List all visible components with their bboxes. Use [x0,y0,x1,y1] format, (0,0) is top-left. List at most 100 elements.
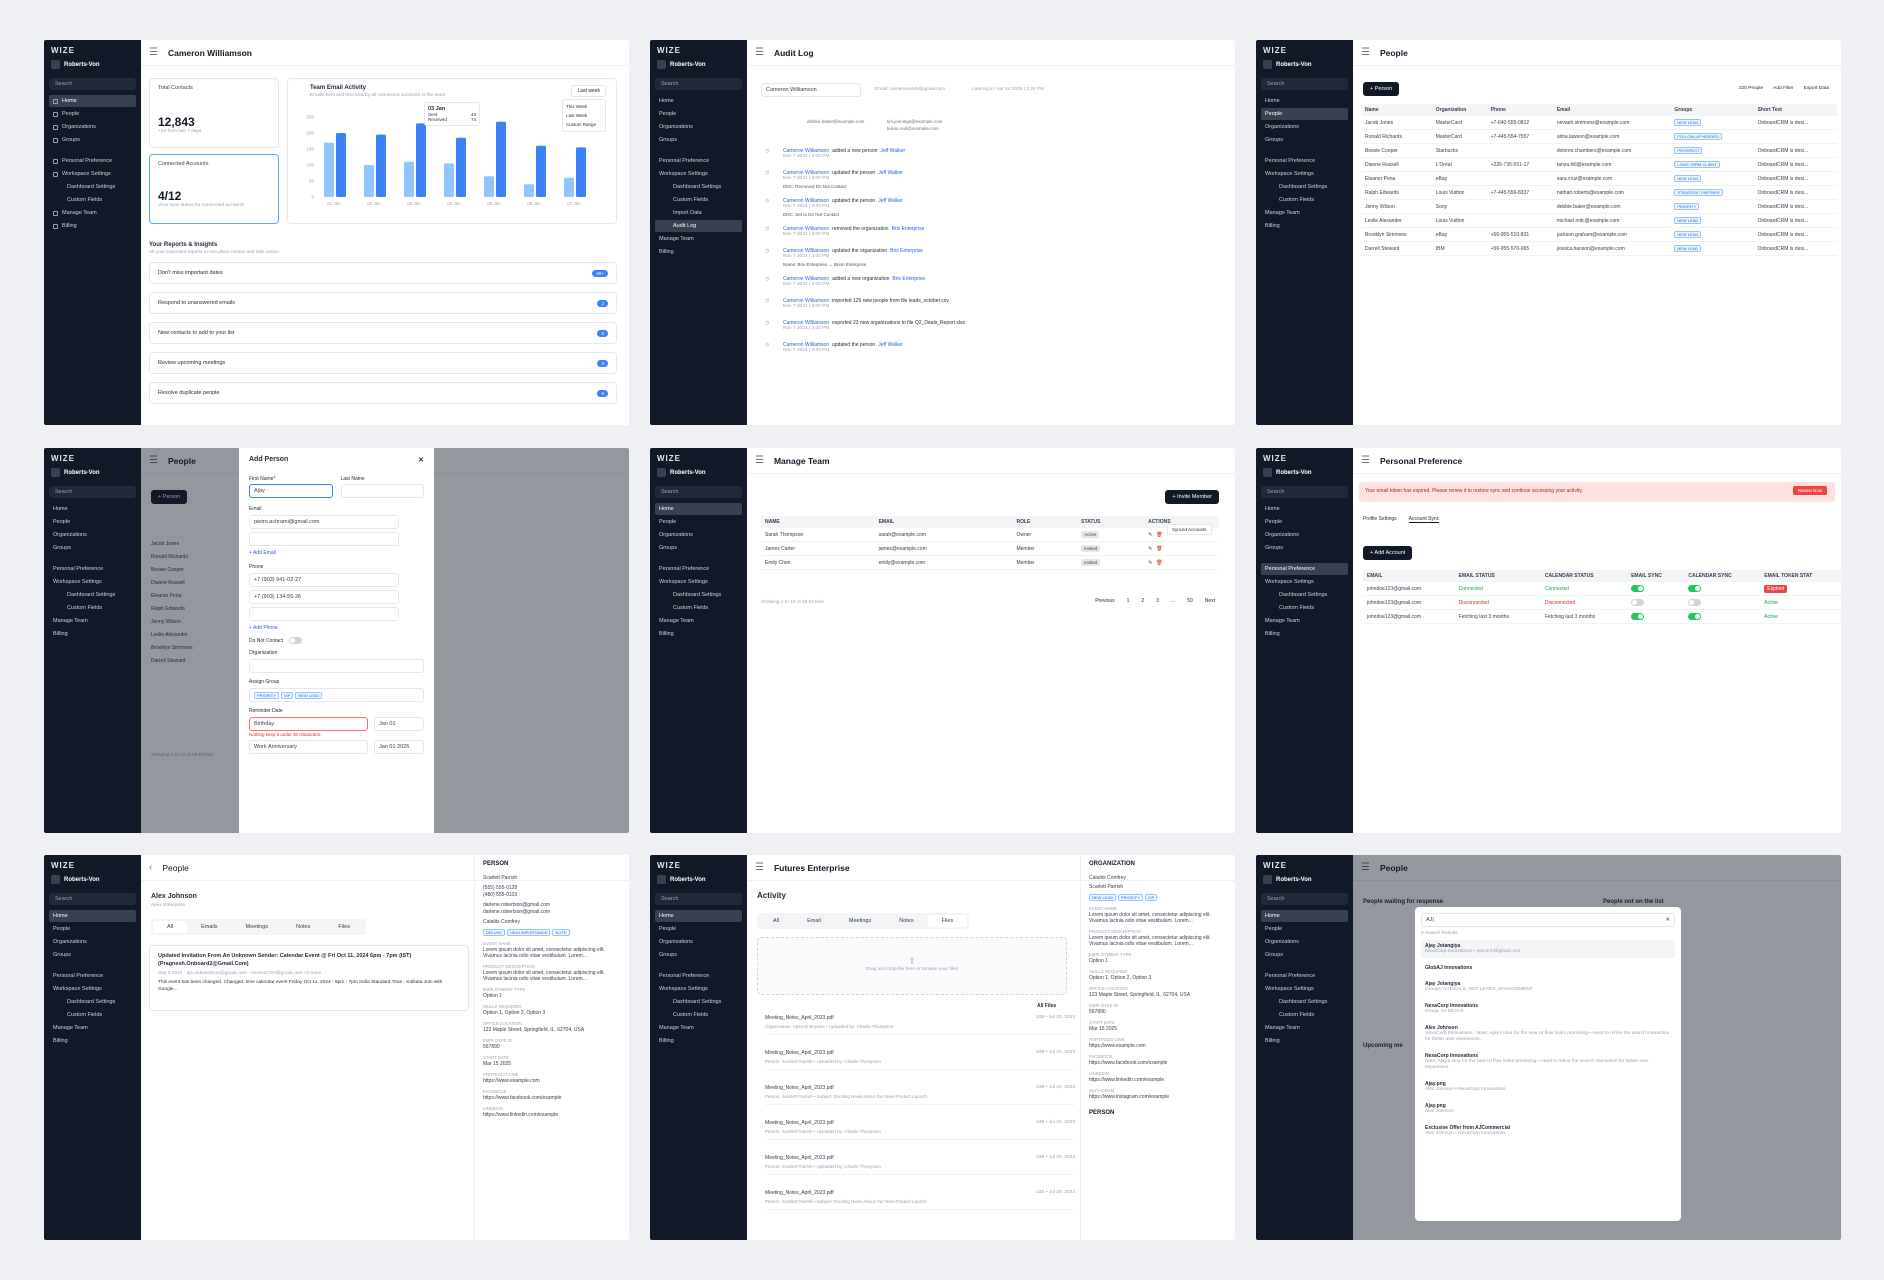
tab-all[interactable]: All [773,918,780,924]
sidebar-item-team[interactable]: Manage Team [659,236,694,242]
phone-input[interactable]: +7 (903) 941-02-27 [249,573,399,587]
sidebar-item-dashboard-settings[interactable]: Dashboard Settings [67,592,116,598]
table-row[interactable]: Darrell Steward IBM +56-955-570-065 jessica… [1361,241,1837,256]
reminder-name-input[interactable]: Work Anniversary [249,740,368,754]
tab-all[interactable]: All [153,921,188,933]
bar-received[interactable] [416,123,426,197]
column-header[interactable]: STATUS [1077,516,1145,528]
menu-icon[interactable]: ☰ [1361,455,1370,466]
sidebar-item-dashboard-settings[interactable]: Dashboard Settings [1279,592,1328,598]
object-link[interactable]: Jeff Walker [878,198,903,204]
sidebar-item-home[interactable]: Home [655,910,742,922]
delete-icon[interactable]: 🗑 [1156,559,1163,566]
sidebar-item-workspace[interactable]: Workspace Settings [53,986,102,992]
bar-received[interactable] [536,145,546,197]
email-sync-toggle[interactable] [1631,613,1645,620]
menu-icon[interactable]: ☰ [1361,862,1370,873]
group-select[interactable]: PRIORITY VIP NEW LEAD [249,688,424,702]
table-row[interactable]: Emily Chen emily@example.com Member Invited… [761,555,1219,570]
search-result[interactable]: NexaCorp Innovations Note: Ajay's idea fo… [1421,1050,1675,1074]
sidebar-item-custom-fields[interactable]: Custom Fields [67,605,103,611]
sidebar-item-organizations[interactable]: Organizations [1265,124,1299,130]
sidebar-item-workspace[interactable]: Workspace Settings [659,579,708,585]
close-icon[interactable]: ✕ [1665,917,1670,923]
dnc-toggle[interactable] [289,637,303,644]
email-sync-toggle[interactable] [1631,599,1645,606]
sidebar-item-people[interactable]: People [659,519,677,525]
calendar-sync-toggle[interactable] [1688,585,1702,592]
bar-sent[interactable] [324,142,334,197]
column-header[interactable]: Phone [1486,104,1553,116]
export-button[interactable]: Export Data [1803,86,1829,91]
sidebar-item-preference[interactable]: Personal Preference [1265,973,1316,979]
actor-link[interactable]: Cameron Williamson [783,320,830,326]
column-header[interactable]: NAME [761,516,875,528]
table-row[interactable]: Dianne Russell L'Oréal +226-735-551-17 tany… [1361,157,1837,172]
sidebar-item-home[interactable]: Home [655,503,742,515]
search-result[interactable]: Exclusive Offer from AJCommercial Alex Jo… [1421,1122,1675,1140]
table-row[interactable]: Eleanor Pena eBay sara.cruz@example.com NEW… [1361,171,1837,186]
sidebar-item-import[interactable]: Import Data [673,210,702,216]
tab-profile[interactable]: Profile Settings [1363,516,1397,522]
sidebar-item-people[interactable]: People [659,111,677,117]
sidebar-item-preference[interactable]: Personal Preference [659,158,710,164]
group-tag[interactable]: NEW LEAD [295,692,323,699]
table-row[interactable]: Ralph Edwards Louis Vuitton +7-445-556-833… [1361,185,1837,200]
actor-link[interactable]: Cameron Williamson [783,198,830,204]
field-link[interactable]: https://www.instagram.com/example [1089,1094,1170,1100]
page-link[interactable]: 1 [1126,598,1130,604]
page-link[interactable]: 3 [1156,598,1159,604]
sidebar-item-groups[interactable]: Groups [1265,137,1284,143]
search-result[interactable]: Ajay Jotangiya Groups: AJ DEALS, HOT LEAD… [1421,978,1675,996]
delete-icon[interactable]: 🗑 [1156,545,1163,552]
sidebar-item-billing[interactable]: Billing [53,631,68,637]
edit-icon[interactable]: ✎ [1148,545,1153,552]
email-activity-item[interactable]: Updated Invitation From An Unknown Sende… [149,945,469,1011]
user-filter[interactable]: Cameron Williamson [761,83,861,97]
email-sync-toggle[interactable] [1631,585,1645,592]
actor-link[interactable]: Cameron Williamson [783,148,830,154]
table-row[interactable]: Jenny Wilson Sony debbie.baker@example.com… [1361,199,1837,214]
table-row[interactable]: Sarah Thompson sarah@example.com Owner Acti… [761,528,1219,542]
search-result[interactable]: GlobAJ Innovations [1421,962,1675,974]
workspace-switcher[interactable]: Roberts-Von [655,872,742,887]
tab-email[interactable]: Email [807,918,821,924]
workspace-switcher[interactable]: Roberts-Von [1261,872,1348,887]
sidebar-item-workspace[interactable]: Workspace Settings [659,986,708,992]
sidebar-item-custom-fields[interactable]: Custom Fields [1279,197,1315,203]
sidebar-item-custom-fields[interactable]: Custom Fields [673,605,709,611]
sidebar-item-groups[interactable]: Groups [659,137,678,143]
actor-link[interactable]: Cameron Williamson [783,298,830,304]
tab-notes[interactable]: Notes [899,918,914,924]
field-link[interactable]: https://www.linkedin.com/example [483,1112,559,1118]
sidebar-item-groups[interactable]: Groups [659,952,678,958]
sidebar-item-groups[interactable]: Groups [1265,545,1284,551]
sidebar-item-workspace[interactable]: Workspace Settings [49,168,136,180]
sidebar-item-billing[interactable]: Billing [1265,1038,1280,1044]
total-contacts-card[interactable]: Total Contacts 12,843 +23 from last 7 da… [149,78,279,148]
tab-emails[interactable]: Emails [201,924,218,930]
sidebar-item-dashboard-settings[interactable]: Dashboard Settings [1279,999,1328,1005]
sidebar-item-people[interactable]: People [659,926,677,932]
file-item[interactable]: Meeting_Notes_April_2023.pdf 10B • Jul 20… [765,1015,1075,1035]
page-link[interactable]: 2 [1141,598,1145,604]
sidebar-item-organizations[interactable]: Organizations [1265,532,1299,538]
column-header[interactable]: ROLE [1012,516,1078,528]
sidebar-item-custom-fields[interactable]: Custom Fields [67,197,103,203]
sidebar-item-people[interactable]: People [1265,519,1283,525]
page-link[interactable]: Previous [1095,598,1115,604]
range-dropdown[interactable]: Last week [571,85,606,97]
sidebar-item-billing[interactable]: Billing [1265,223,1280,229]
tab-notes[interactable]: Notes [295,924,311,930]
search-result[interactable]: Ajay.png Alex Johnson • NexaCorp Innovati… [1421,1078,1675,1096]
bar-sent[interactable] [364,165,374,197]
workspace-switcher[interactable]: Roberts-Von [1261,57,1348,72]
sidebar-item-preference[interactable]: Personal Preference [1261,563,1348,575]
sidebar-item-team[interactable]: Manage Team [1265,618,1300,624]
actor-link[interactable]: Cameron Williamson [783,248,830,254]
search-result[interactable]: Alex Johnson NexaCorp Innovations · Note:… [1421,1022,1675,1046]
bar-sent[interactable] [404,161,414,197]
menu-icon[interactable]: ☰ [1361,47,1370,58]
sidebar-item-home[interactable]: Home [1261,910,1348,922]
workspace-switcher[interactable]: Roberts-Von [1261,465,1348,480]
